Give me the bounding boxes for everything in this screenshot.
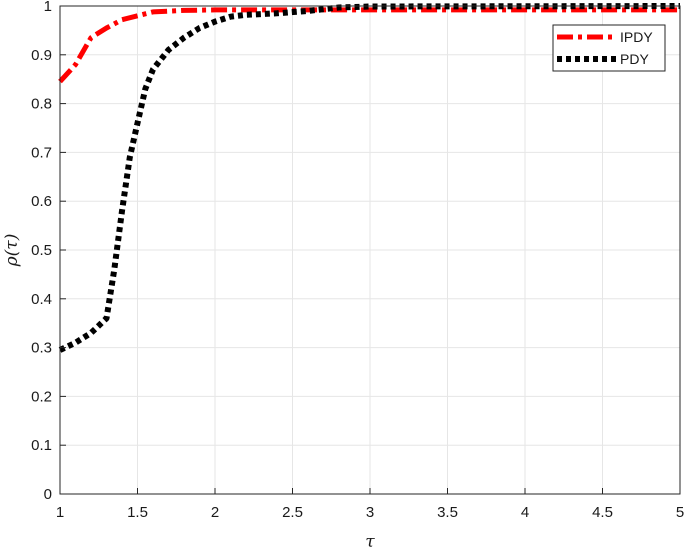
x-tick-label: 1 [56, 504, 64, 521]
x-tick-label: 4 [521, 504, 529, 521]
y-tick-label: 0.6 [31, 193, 52, 210]
x-tick-label: 1.5 [127, 504, 148, 521]
y-tick-label: 0.7 [31, 144, 52, 161]
y-tick-label: 0.9 [31, 47, 52, 64]
x-tick-labels: 1 1.5 2 2.5 3 3.5 4 4.5 5 [56, 504, 684, 521]
x-tick-label: 3.5 [437, 504, 458, 521]
y-tick-label: 0.4 [31, 291, 52, 308]
y-tick-labels: 0 0.1 0.2 0.3 0.4 0.5 0.6 0.7 0.8 0.9 1 [31, 0, 52, 503]
y-tick-label: 0.8 [31, 96, 52, 113]
x-tick-label: 2.5 [282, 504, 303, 521]
series-line-pdy [58, 3, 681, 353]
ticks [59, 5, 681, 495]
x-tick-label: 3 [366, 504, 374, 521]
legend-box [552, 24, 666, 72]
legend: IPDY PDY [552, 24, 666, 72]
x-tick-label: 5 [676, 504, 684, 521]
x-tick-label: 4.5 [592, 504, 613, 521]
y-tick-label: 0.5 [31, 242, 52, 259]
y-tick-label: 0.2 [31, 388, 52, 405]
y-axis-label: ρ(τ) [2, 234, 22, 268]
y-tick-label: 1 [44, 0, 52, 15]
y-tick-label: 0.1 [31, 437, 52, 454]
x-axis-label: τ [365, 532, 375, 551]
series-group [58, 3, 681, 353]
y-tick-label: 0 [44, 486, 52, 503]
legend-label-ipdy: IPDY [620, 29, 653, 45]
x-tick-label: 2 [211, 504, 219, 521]
legend-label-pdy: PDY [620, 51, 649, 67]
y-tick-label: 0.3 [31, 340, 52, 357]
